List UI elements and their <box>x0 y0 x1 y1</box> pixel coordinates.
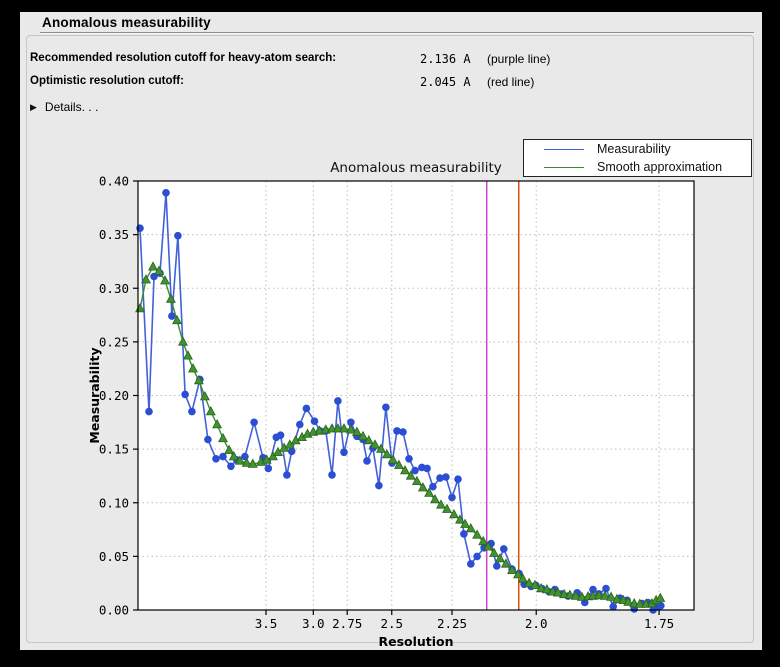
legend-entry-measurability: Measurability <box>524 140 751 158</box>
title-divider <box>40 32 754 33</box>
recommended-cutoff-value: 2.136 A <box>420 52 471 66</box>
chart-legend: Measurability Smooth approximation <box>523 139 752 177</box>
legend-line-green <box>544 166 584 168</box>
disclosure-triangle-icon: ▶ <box>30 102 37 112</box>
legend-entry-smooth: Smooth approximation <box>524 158 751 176</box>
details-label: Details. . . <box>44 100 99 114</box>
optimistic-cutoff-label: Optimistic resolution cutoff: <box>30 75 184 87</box>
content-groupbox <box>26 35 754 643</box>
legend-label-smooth: Smooth approximation <box>597 160 723 174</box>
details-disclosure[interactable]: ▶ Details. . . <box>30 100 98 114</box>
legend-label-measurability: Measurability <box>597 142 671 156</box>
optimistic-cutoff-value: 2.045 A <box>420 75 471 89</box>
recommended-cutoff-note: (purple line) <box>487 52 551 66</box>
anomalous-measurability-panel: Anomalous measurability Recommended reso… <box>20 12 762 650</box>
recommended-cutoff-label: Recommended resolution cutoff for heavy-… <box>30 52 337 64</box>
panel-title: Anomalous measurability <box>42 15 211 30</box>
legend-line-blue <box>544 148 584 150</box>
optimistic-cutoff-note: (red line) <box>487 75 535 89</box>
